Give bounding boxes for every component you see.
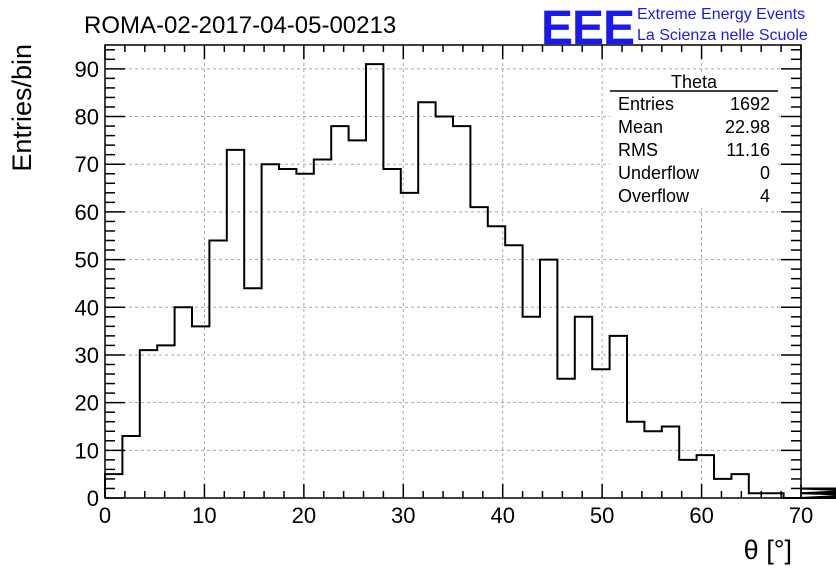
histogram-bin [714,479,731,498]
stats-value: 0 [760,163,770,183]
histogram-bin [296,174,313,498]
histogram-bin [418,102,435,498]
y-axis-title: Entries/bin [7,44,37,172]
histogram-bin [209,241,226,498]
y-tick-label: 0 [87,486,99,511]
logo-line-1: Extreme Energy Events [637,6,805,23]
histogram-bin [140,350,157,498]
plot-frame [104,44,802,499]
histogram-outline [104,63,836,499]
histogram-bin [731,474,748,498]
histogram-bin [505,245,522,498]
y-tick-label: 10 [75,438,99,463]
stats-value: 1692 [730,94,770,114]
histogram-bin [244,288,261,498]
histogram-bin [383,169,400,498]
x-tick-label: 60 [689,503,713,528]
stats-title: Theta [671,72,718,92]
histogram-bin [540,260,557,498]
histogram-bin [331,126,348,498]
eee-logo: EEE Extreme Energy Events La Scienza nel… [541,2,808,55]
y-tick-label: 80 [75,105,99,130]
histogram-bin [314,159,331,498]
x-tick-label: 10 [192,503,216,528]
histogram-bin [557,379,574,498]
histogram-bin [453,126,470,498]
histogram-bin [105,474,122,498]
y-tick-label: 70 [75,152,99,177]
stats-value: 4 [760,186,770,206]
stats-label: Underflow [618,163,700,183]
stats-label: Entries [618,94,674,114]
y-tick-label: 20 [75,391,99,416]
x-tick-label: 50 [590,503,614,528]
stats-value: 11.16 [726,140,770,160]
histogram-bin [401,193,418,498]
histogram-series [104,63,836,499]
histogram-bin [366,64,383,498]
y-tick-label: 90 [75,57,99,82]
chart-title: ROMA-02-2017-04-05-00213 [84,12,396,39]
histogram-bin [279,169,296,498]
histogram-bin [644,431,661,498]
x-tick-label: 30 [391,503,415,528]
y-tick-label: 50 [75,248,99,273]
histogram-bin [662,426,679,498]
y-tick-label: 30 [75,343,99,368]
histogram-bin [157,345,174,498]
logo-line-2: La Scienza nelle Scuole [637,27,808,44]
histogram-bin [122,436,139,498]
histogram-bin [592,369,609,498]
histogram-bin [470,207,487,498]
histogram-bin [349,140,366,498]
x-tick-label: 0 [99,503,111,528]
logo-mark: EEE [541,2,634,55]
histogram-bin [227,150,244,498]
histogram-bin [575,317,592,498]
y-tick-label: 60 [75,200,99,225]
x-tick-label: 20 [292,503,316,528]
histogram-bin [488,226,505,498]
x-axis-title: θ [°] [744,535,792,565]
axis-ticks [104,45,802,499]
stats-label: Overflow [618,186,690,206]
stats-background [610,72,778,208]
histogram-bin [627,422,644,498]
stats-box: Theta Entries 1692 Mean 22.98 RMS 11.16 Underf… [610,72,778,208]
histogram-bin [436,117,453,498]
histogram-bin [610,336,627,498]
histogram-bin [262,164,279,498]
histogram-bin [192,326,209,498]
stats-label: RMS [618,140,658,160]
stats-value: 22.98 [725,117,770,137]
x-tick-label: 40 [490,503,514,528]
histogram-bin [697,455,714,498]
y-tick-label: 40 [75,295,99,320]
stats-label: Mean [618,117,663,137]
x-tick-label: 70 [789,503,813,528]
histogram-bin [175,307,192,498]
histogram-bin [523,317,540,498]
